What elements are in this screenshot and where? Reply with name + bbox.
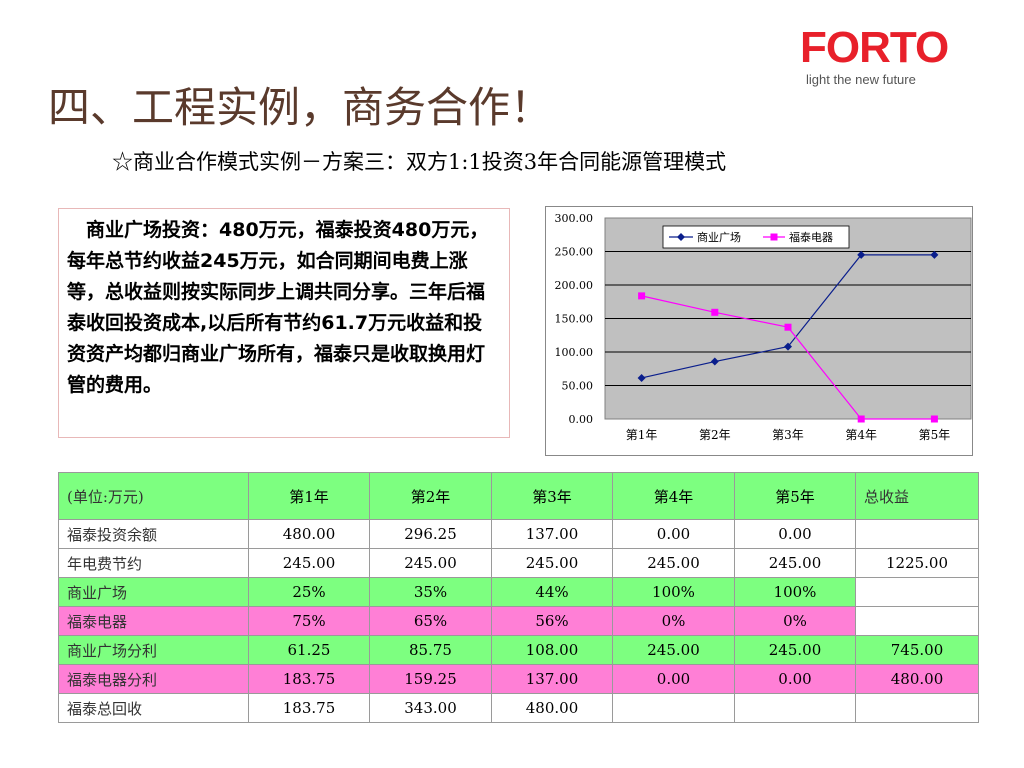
- y-tick-label: 150.00: [555, 313, 594, 326]
- table-cell: 61.25: [248, 635, 370, 665]
- data-point: [930, 415, 938, 423]
- logo-tagline: light the new future: [806, 72, 916, 87]
- table-header-cell: 第3年: [491, 472, 613, 520]
- table-cell: 25%: [248, 577, 370, 607]
- table-cell: 245.00: [369, 548, 492, 578]
- page-subtitle: ☆商业合作模式实例－方案三：双方1:1投资3年合同能源管理模式: [112, 150, 727, 174]
- table-header-cell: (单位:万元): [58, 472, 249, 520]
- table-cell: 年电费节约: [58, 548, 249, 578]
- table-cell: 100%: [734, 577, 856, 607]
- table-cell: 0.00: [612, 519, 735, 549]
- table-cell: 0.00: [612, 664, 735, 694]
- table-cell: 480.00: [491, 693, 613, 723]
- table-cell: 0.00: [734, 519, 856, 549]
- table-cell: 343.00: [369, 693, 492, 723]
- x-tick-label: 第4年: [845, 428, 877, 442]
- table-cell: 137.00: [491, 664, 613, 694]
- table-cell: 44%: [491, 577, 613, 607]
- table-cell: 65%: [369, 606, 492, 636]
- page-title: 四、工程实例，商务合作！: [48, 83, 553, 132]
- legend-marker: [770, 233, 778, 241]
- data-point: [784, 323, 792, 331]
- table-row: 商业广场分利 61.25 85.75 108.00 245.00 245.00 745.00: [58, 635, 979, 665]
- table-header-row: (单位:万元) 第1年 第2年 第3年 第4年 第5年 总收益: [58, 472, 979, 520]
- table-cell: 75%: [248, 606, 370, 636]
- line-chart: 0.00 50.00 100.00 150.00 200.00 250.00 300.00 第…: [545, 206, 973, 456]
- table-cell: 1225.00: [855, 548, 979, 578]
- table-cell: 745.00: [855, 635, 979, 665]
- table-row: 福泰电器 75% 65% 56% 0% 0%: [58, 606, 979, 636]
- table-cell: 183.75: [248, 693, 370, 723]
- logo-brand: FORTO: [800, 23, 949, 72]
- table-cell: [855, 577, 979, 607]
- data-point: [710, 357, 719, 366]
- table-cell: 福泰总回收: [58, 693, 249, 723]
- legend-label: 商业广场: [697, 230, 741, 244]
- forto-logo: FORTO light the new future: [800, 26, 966, 90]
- profit-table: (单位:万元) 第1年 第2年 第3年 第4年 第5年 总收益 福泰投资余额 480.00 296…: [58, 472, 979, 723]
- table-cell: [612, 693, 735, 723]
- table-cell: 245.00: [612, 635, 735, 665]
- data-point: [930, 250, 939, 259]
- table-cell: 商业广场分利: [58, 635, 249, 665]
- x-tick-label: 第1年: [626, 428, 658, 442]
- table-cell: [855, 519, 979, 549]
- table-cell: 福泰电器: [58, 606, 249, 636]
- table-cell: 137.00: [491, 519, 613, 549]
- legend-label: 福泰电器: [789, 230, 833, 244]
- data-point: [638, 292, 646, 300]
- data-point: [857, 415, 865, 423]
- table-cell: 0.00: [734, 664, 856, 694]
- table-cell: 245.00: [612, 548, 735, 578]
- table-cell: 福泰投资余额: [58, 519, 249, 549]
- table-row: 年电费节约 245.00 245.00 245.00 245.00 245.00 1225.…: [58, 548, 979, 578]
- table-cell: 159.25: [369, 664, 492, 694]
- table-cell: [734, 693, 856, 723]
- data-point: [711, 308, 719, 316]
- table-cell: 245.00: [734, 548, 856, 578]
- table-cell: 0%: [612, 606, 735, 636]
- table-header-cell: 第2年: [369, 472, 492, 520]
- table-cell: 福泰电器分利: [58, 664, 249, 694]
- y-tick-label: 300.00: [555, 212, 594, 225]
- table-cell: 56%: [491, 606, 613, 636]
- data-point: [637, 373, 646, 382]
- table-row: 福泰投资余额 480.00 296.25 137.00 0.00 0.00: [58, 519, 979, 549]
- legend-marker: [677, 233, 685, 241]
- table-cell: [855, 606, 979, 636]
- y-tick-label: 50.00: [562, 380, 594, 393]
- table-row: 福泰电器分利 183.75 159.25 137.00 0.00 0.00 480.00: [58, 664, 979, 694]
- table-cell: 商业广场: [58, 577, 249, 607]
- y-tick-label: 100.00: [555, 346, 594, 359]
- table-header-cell: 总收益: [855, 472, 979, 520]
- table-cell: 480.00: [248, 519, 370, 549]
- table-cell: 183.75: [248, 664, 370, 694]
- table-header-cell: 第4年: [612, 472, 735, 520]
- y-tick-label: 250.00: [555, 246, 594, 259]
- table-cell: 0%: [734, 606, 856, 636]
- y-tick-label: 0.00: [569, 413, 594, 426]
- table-row: 福泰总回收 183.75 343.00 480.00: [58, 693, 979, 723]
- table-row: 商业广场 25% 35% 44% 100% 100%: [58, 577, 979, 607]
- table-cell: 296.25: [369, 519, 492, 549]
- y-tick-label: 200.00: [555, 279, 594, 292]
- x-tick-label: 第5年: [919, 428, 951, 442]
- legend-box: [662, 225, 850, 249]
- x-tick-label: 第2年: [699, 428, 731, 442]
- table-cell: 245.00: [248, 548, 370, 578]
- table-cell: 100%: [612, 577, 735, 607]
- table-cell: 245.00: [491, 548, 613, 578]
- table-header-cell: 第1年: [248, 472, 370, 520]
- description-box: 商业广场投资：480万元，福泰投资480万元，每年总节约收益245万元，如合同期…: [58, 208, 510, 438]
- data-point: [857, 250, 866, 259]
- x-tick-label: 第3年: [772, 428, 804, 442]
- table-cell: 35%: [369, 577, 492, 607]
- table-cell: 480.00: [855, 664, 979, 694]
- table-cell: [855, 693, 979, 723]
- table-cell: 85.75: [369, 635, 492, 665]
- table-cell: 245.00: [734, 635, 856, 665]
- data-point: [784, 342, 792, 351]
- table-header-cell: 第5年: [734, 472, 856, 520]
- table-cell: 108.00: [491, 635, 613, 665]
